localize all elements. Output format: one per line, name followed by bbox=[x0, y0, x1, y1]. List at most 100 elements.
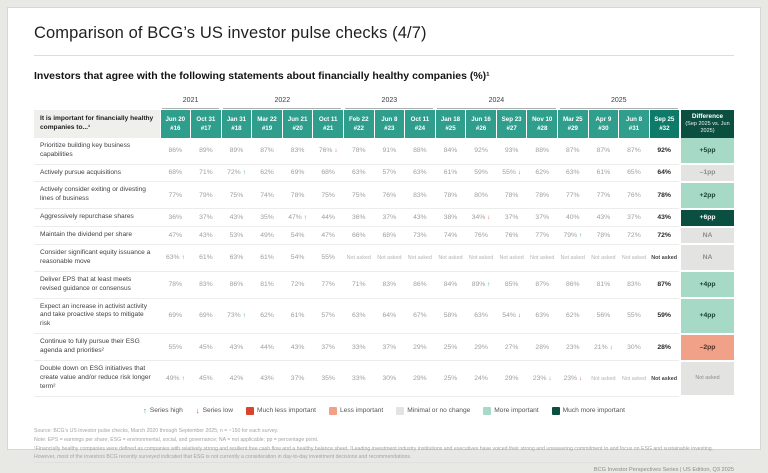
value-cell: 33% bbox=[351, 374, 366, 382]
year-label: 2024 bbox=[488, 97, 505, 104]
value-cell: 77% bbox=[596, 191, 611, 199]
value-cell: 79% bbox=[199, 191, 213, 199]
difference-cell: –2pp bbox=[679, 333, 734, 362]
value-cell: 63% bbox=[229, 254, 244, 262]
value-cell: Not asked bbox=[374, 244, 405, 271]
value-cell: 66% bbox=[351, 232, 366, 240]
value-cell: 36% bbox=[168, 214, 183, 222]
column-date: Oct 31 bbox=[196, 115, 216, 123]
value-text: 54% bbox=[502, 312, 518, 320]
value-cell: 28% bbox=[657, 343, 671, 351]
column-header-31: Jun 8 #31 bbox=[618, 110, 650, 138]
legend-label: Less important bbox=[339, 407, 384, 415]
value-cell: 62% bbox=[535, 169, 550, 177]
value-cell: 47% bbox=[168, 232, 183, 240]
value-cell: 87% bbox=[535, 281, 550, 289]
table-row: Consider significant equity issuance a r… bbox=[34, 244, 734, 273]
not-asked-label: Not asked bbox=[438, 255, 463, 262]
year-spacer-left bbox=[34, 87, 160, 110]
value-cell: 78% bbox=[168, 281, 183, 289]
series-high-arrow-icon: ↑ bbox=[242, 169, 246, 177]
difference-cell: +4pp bbox=[679, 298, 734, 335]
value-cell: 88% bbox=[413, 147, 427, 155]
value-cell: 37% bbox=[504, 214, 519, 222]
value-cell: 43% bbox=[290, 343, 305, 351]
value-cell: 68% bbox=[321, 169, 335, 177]
legend-label: Series low bbox=[202, 407, 233, 415]
column-date: Jan 31 bbox=[226, 115, 247, 123]
value-cell: 78% bbox=[504, 191, 519, 199]
legend-swatch-icon bbox=[328, 406, 337, 415]
column-header-21: Oct 11 #21 bbox=[312, 110, 344, 138]
column-date: Jan 18 bbox=[440, 115, 461, 123]
value-cell: 78% bbox=[351, 147, 366, 155]
year-group-2022: 2022 bbox=[221, 87, 343, 110]
header-row: It is important for financially healthy … bbox=[34, 110, 734, 138]
column-number: #31 bbox=[628, 124, 640, 132]
title-divider bbox=[34, 55, 734, 56]
value-cell: Not asked bbox=[558, 244, 589, 271]
table-subtitle: Investors that agree with the following … bbox=[34, 70, 490, 82]
value-cell: 55% bbox=[321, 254, 335, 262]
legend-label: Series high bbox=[149, 407, 183, 415]
value-cell: 75% bbox=[351, 191, 366, 199]
value-cell: 89% bbox=[229, 147, 244, 155]
value-cell: 54% bbox=[290, 232, 305, 240]
value-cell: 58% bbox=[443, 312, 458, 320]
footnote-note: Note: EPS = earnings per share; ESG = en… bbox=[34, 437, 319, 444]
row-statement-header: It is important for financially healthy … bbox=[34, 110, 160, 138]
value-cell: Not asked bbox=[466, 244, 497, 271]
column-header-30: Apr 9 #30 bbox=[587, 110, 619, 138]
value-cell: 69% bbox=[199, 312, 213, 320]
series-high-arrow-icon: ↑ bbox=[487, 281, 491, 289]
value-cell: 74% bbox=[260, 191, 274, 199]
value-cell: Not asked bbox=[588, 361, 619, 397]
value-cell: 54% ↓ bbox=[496, 298, 527, 334]
value-cell: 84% bbox=[443, 281, 458, 289]
value-cell: 80% bbox=[474, 191, 488, 199]
not-asked-label: Not asked bbox=[591, 375, 616, 382]
difference-cell: NA bbox=[679, 244, 734, 273]
value-cell: 61% bbox=[199, 254, 213, 262]
value-cell: 89% bbox=[199, 147, 213, 155]
value-cell: 61% bbox=[443, 169, 458, 177]
value-cell: Not asked bbox=[619, 244, 650, 271]
column-header-20: Jun 21 #20 bbox=[281, 110, 313, 138]
value-cell: 67% bbox=[413, 312, 427, 320]
up-arrow-icon: ↑ bbox=[143, 406, 147, 416]
column-number: #17 bbox=[200, 124, 212, 132]
series-high-arrow-icon: ↑ bbox=[181, 254, 185, 262]
not-asked-label: Not asked bbox=[468, 255, 494, 262]
value-cell: 75% bbox=[321, 191, 335, 199]
row-statement-label: Actively pursue acquisitions bbox=[40, 168, 121, 176]
series-high-arrow-icon: ↑ bbox=[181, 374, 185, 382]
legend-swatch-icon bbox=[551, 406, 560, 415]
value-cell: 77% bbox=[535, 232, 550, 240]
value-text: 49% bbox=[165, 374, 182, 382]
column-number: #32 bbox=[659, 124, 670, 132]
value-cell: 64% bbox=[657, 169, 671, 177]
value-cell: 43% bbox=[260, 374, 274, 382]
table-row: Continue to fully pursue their ESG agend… bbox=[34, 333, 734, 362]
value-cell: 59% bbox=[657, 312, 671, 320]
table-row: Maintain the dividend per share 47% 43% 53%… bbox=[34, 226, 734, 246]
value-text: 23% bbox=[532, 374, 549, 382]
column-date: Oct 11 bbox=[318, 115, 338, 123]
series-low-arrow-icon: ↓ bbox=[517, 169, 521, 177]
value-cell: 87% bbox=[566, 147, 580, 155]
value-cell: 72% bbox=[627, 232, 641, 240]
value-cell: 61% bbox=[290, 312, 305, 320]
value-cell: 87% bbox=[657, 281, 671, 289]
difference-cell: +6pp bbox=[679, 208, 734, 228]
value-cell: 28% bbox=[535, 343, 550, 351]
value-cell: Not asked bbox=[435, 244, 466, 271]
table-row: Expect an increase in activist activity … bbox=[34, 298, 734, 335]
value-cell: 37% bbox=[535, 214, 550, 222]
value-cell: 23% ↓ bbox=[558, 361, 589, 397]
value-cell: Not asked bbox=[649, 244, 680, 271]
value-cell: 34% ↓ bbox=[466, 209, 497, 227]
value-cell: 72% ↑ bbox=[221, 164, 252, 182]
column-date: Jun 21 bbox=[287, 115, 308, 123]
value-cell: 64% bbox=[382, 312, 397, 320]
year-spacer-right bbox=[680, 87, 734, 110]
